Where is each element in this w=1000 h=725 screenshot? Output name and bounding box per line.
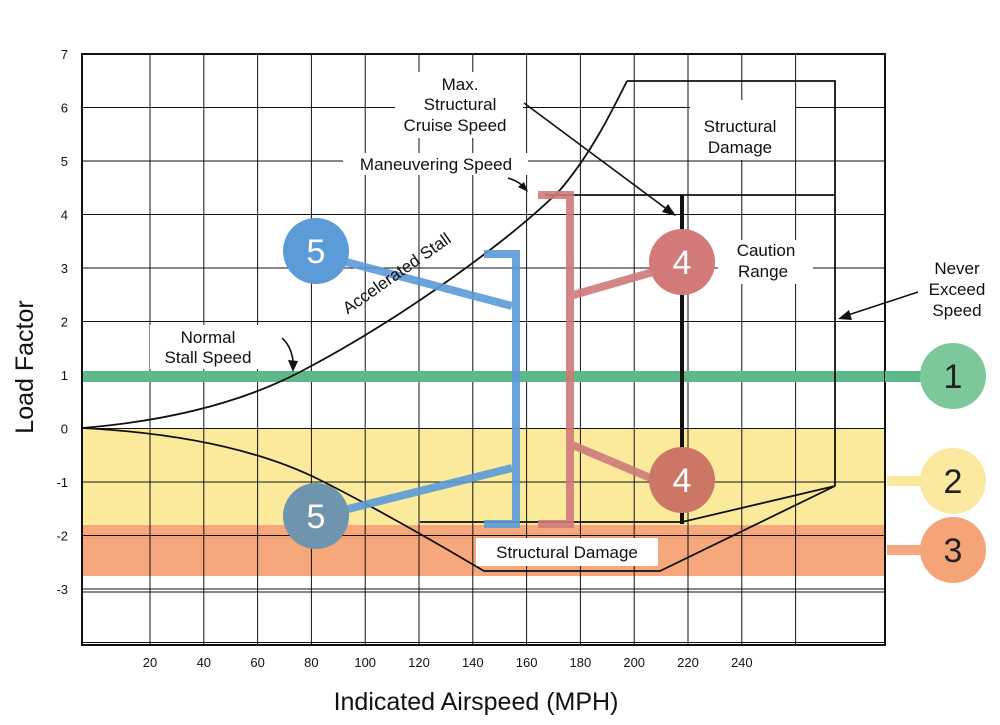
- y-tick-labels: 7 6 5 4 3 2 1 0 -1 -2 -3: [56, 47, 68, 597]
- never-exceed-arrow: [841, 291, 919, 318]
- normal-stall-line-2: Stall Speed: [165, 348, 252, 367]
- marker-1-circle: [920, 343, 986, 409]
- marker-5-lower-circle: [283, 483, 349, 549]
- y-tick-label: 1: [61, 368, 68, 383]
- bottom-damage-label-bg: [476, 538, 658, 566]
- max-cruise-line-1: Max.: [442, 75, 479, 94]
- x-tick-label: 180: [570, 655, 592, 670]
- y-tick-label: -3: [56, 582, 68, 597]
- structural-damage-bottom-label: Structural Damage: [496, 543, 638, 562]
- marker-3-circle: [920, 517, 986, 583]
- max-cruise-line-2: Structural: [424, 95, 497, 114]
- marker-5-upper-circle: [283, 218, 349, 284]
- marker-2: 2: [920, 448, 986, 514]
- caution-range-line-2: Range: [738, 262, 788, 281]
- marker-5-upper-text: 5: [307, 233, 326, 271]
- negative-limit-line: [484, 485, 836, 572]
- x-tick-label: 120: [408, 655, 430, 670]
- x-tick-label: 80: [304, 655, 318, 670]
- marker-3: 3: [920, 517, 986, 583]
- normal-stall-line-1: Normal: [181, 328, 236, 347]
- stall-bracket: [314, 250, 520, 528]
- y-tick-label: 5: [61, 154, 68, 169]
- marker-4-lower-circle: [649, 447, 715, 513]
- x-tick-label: 140: [462, 655, 484, 670]
- y-tick-label: 7: [61, 47, 68, 62]
- x-axis-label: Indicated Airspeed (MPH): [334, 688, 619, 716]
- x-tick-label: 200: [623, 655, 645, 670]
- marker-5-lower: 5: [283, 483, 349, 549]
- y-tick-label: 2: [61, 315, 68, 330]
- maneuvering-bracket: [538, 191, 662, 528]
- positive-limit-line: [627, 80, 836, 486]
- marker-4-upper: 4: [649, 229, 715, 295]
- normal-stall-label-bg: [150, 325, 265, 369]
- structural-damage-top-line-1: Structural: [704, 117, 777, 136]
- marker-4-lower-text: 4: [673, 462, 692, 500]
- band-1-load-factor-1: [82, 371, 885, 382]
- max-cruise-line-3: Cruise Speed: [403, 116, 506, 135]
- structural-damage-top-line-2: Damage: [708, 138, 772, 157]
- marker-4-lower: 4: [649, 447, 715, 513]
- marker-5-upper: 5: [283, 218, 349, 284]
- y-axis-label: Load Factor: [11, 300, 39, 433]
- marker-4-upper-circle: [649, 229, 715, 295]
- maneuvering-label-bg: [343, 153, 528, 175]
- marker-4-upper-text: 4: [673, 244, 692, 282]
- y-tick-label: -2: [56, 529, 68, 544]
- x-tick-label: 100: [354, 655, 376, 670]
- caution-range-line-1: Caution: [737, 241, 796, 260]
- negative-stall-curve: [81, 427, 485, 572]
- x-tick-label: 240: [731, 655, 753, 670]
- y-tick-label: -1: [56, 475, 68, 490]
- band-3-extension: [887, 545, 937, 555]
- x-tick-label: 160: [516, 655, 538, 670]
- marker-2-text: 2: [944, 463, 963, 501]
- x-tick-label: 20: [143, 655, 157, 670]
- never-exceed-line-2: Exceed: [929, 280, 986, 299]
- top-damage-label-bg: [690, 100, 795, 160]
- marker-2-circle: [920, 448, 986, 514]
- y-tick-label: 4: [61, 208, 68, 223]
- band-1-extension: [885, 371, 935, 382]
- x-tick-labels: 20 40 60 80 100 120 140 160 180 200 220 240: [143, 655, 753, 670]
- caution-label-bg: [718, 240, 813, 284]
- band-2-extension: [887, 476, 937, 486]
- cruise-label-bg: [395, 72, 523, 138]
- cruise-arrow: [523, 102, 673, 214]
- marker-5-lower-text: 5: [307, 498, 326, 536]
- plot-frame: [81, 53, 886, 646]
- markers: 1 2 3 4 4 5 5: [283, 218, 986, 583]
- x-tick-label: 40: [197, 655, 211, 670]
- marker-1: 1: [920, 343, 986, 409]
- never-exceed-line-3: Speed: [932, 301, 981, 320]
- y-tick-label: 3: [61, 261, 68, 276]
- y-tick-label: 6: [61, 101, 68, 116]
- marker-3-text: 3: [944, 532, 963, 570]
- maneuvering-speed-label: Maneuvering Speed: [360, 155, 512, 174]
- never-exceed-line-1: Never: [934, 259, 980, 278]
- x-tick-label: 220: [677, 655, 699, 670]
- x-tick-label: 60: [250, 655, 264, 670]
- marker-1-text: 1: [944, 358, 963, 396]
- arrow-heads: [288, 182, 852, 372]
- y-tick-label: 0: [61, 422, 68, 437]
